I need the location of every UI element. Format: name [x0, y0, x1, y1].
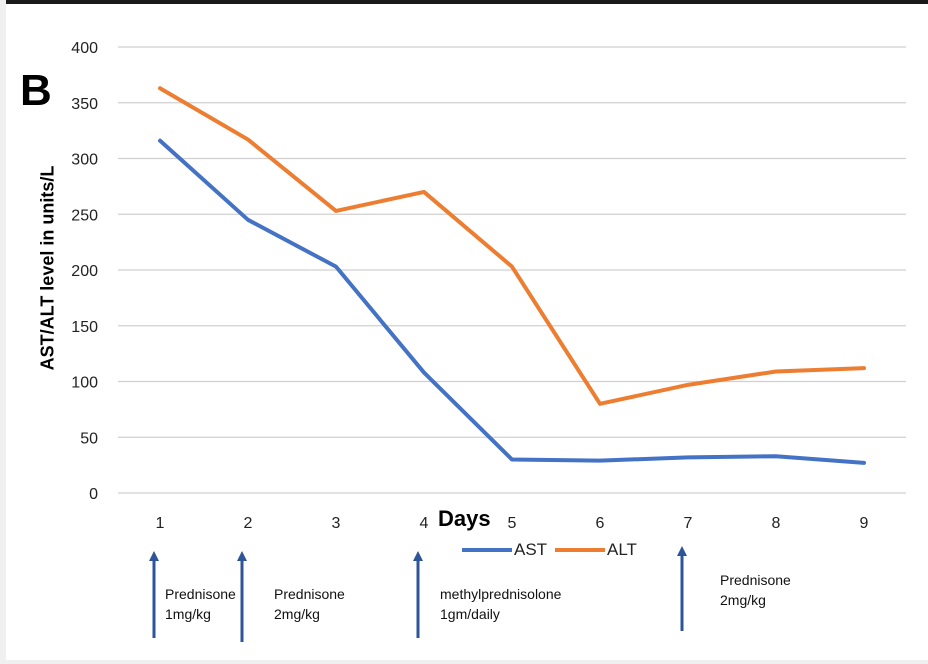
x-axis-label: Days	[438, 506, 491, 531]
top-border	[0, 0, 928, 4]
y-tick-label-150: 150	[71, 319, 98, 336]
left-border	[0, 0, 6, 664]
x-tick-label-8: 8	[772, 515, 781, 532]
annotation-day-2: Prednisone 2mg/kg	[274, 586, 345, 622]
x-tick-label-5: 5	[508, 515, 517, 532]
annotation-day-1: Prednisone 1mg/kg	[165, 586, 236, 622]
treatment-arrowhead-day-4	[413, 551, 423, 561]
treatment-arrowhead-day-1	[149, 551, 159, 561]
y-tick-label-400: 400	[71, 40, 98, 57]
y-tick-label-250: 250	[71, 207, 98, 224]
x-tick-label-3: 3	[332, 515, 341, 532]
x-tick-label-7: 7	[684, 515, 693, 532]
y-tick-label-50: 50	[80, 430, 98, 447]
x-tick-label-6: 6	[596, 515, 605, 532]
annotation-day-7: Prednisone 2mg/kg	[720, 572, 791, 608]
y-tick-label-350: 350	[71, 96, 98, 113]
treatment-arrowhead-day-7	[677, 546, 687, 556]
bottom-border	[0, 660, 928, 664]
y-tick-label-100: 100	[71, 375, 98, 392]
legend-alt-label: ALT	[607, 540, 637, 559]
y-tick-label-200: 200	[71, 263, 98, 280]
x-tick-label-2: 2	[244, 515, 253, 532]
x-tick-label-9: 9	[860, 515, 869, 532]
treatment-arrowhead-day-2	[237, 551, 247, 561]
panel-label: B	[20, 66, 52, 115]
annotation-day-4: methylprednisolone 1gm/daily	[440, 586, 562, 622]
legend-ast-label: AST	[514, 540, 548, 559]
y-tick-label-300: 300	[71, 152, 98, 169]
x-tick-label-1: 1	[156, 515, 165, 532]
series-line-alt	[158, 86, 866, 406]
series-line-ast	[158, 138, 866, 465]
legend-ast-swatch	[462, 548, 512, 552]
y-tick-label-0: 0	[89, 486, 98, 503]
legend-alt-swatch	[555, 548, 605, 552]
x-tick-label-4: 4	[420, 515, 429, 532]
